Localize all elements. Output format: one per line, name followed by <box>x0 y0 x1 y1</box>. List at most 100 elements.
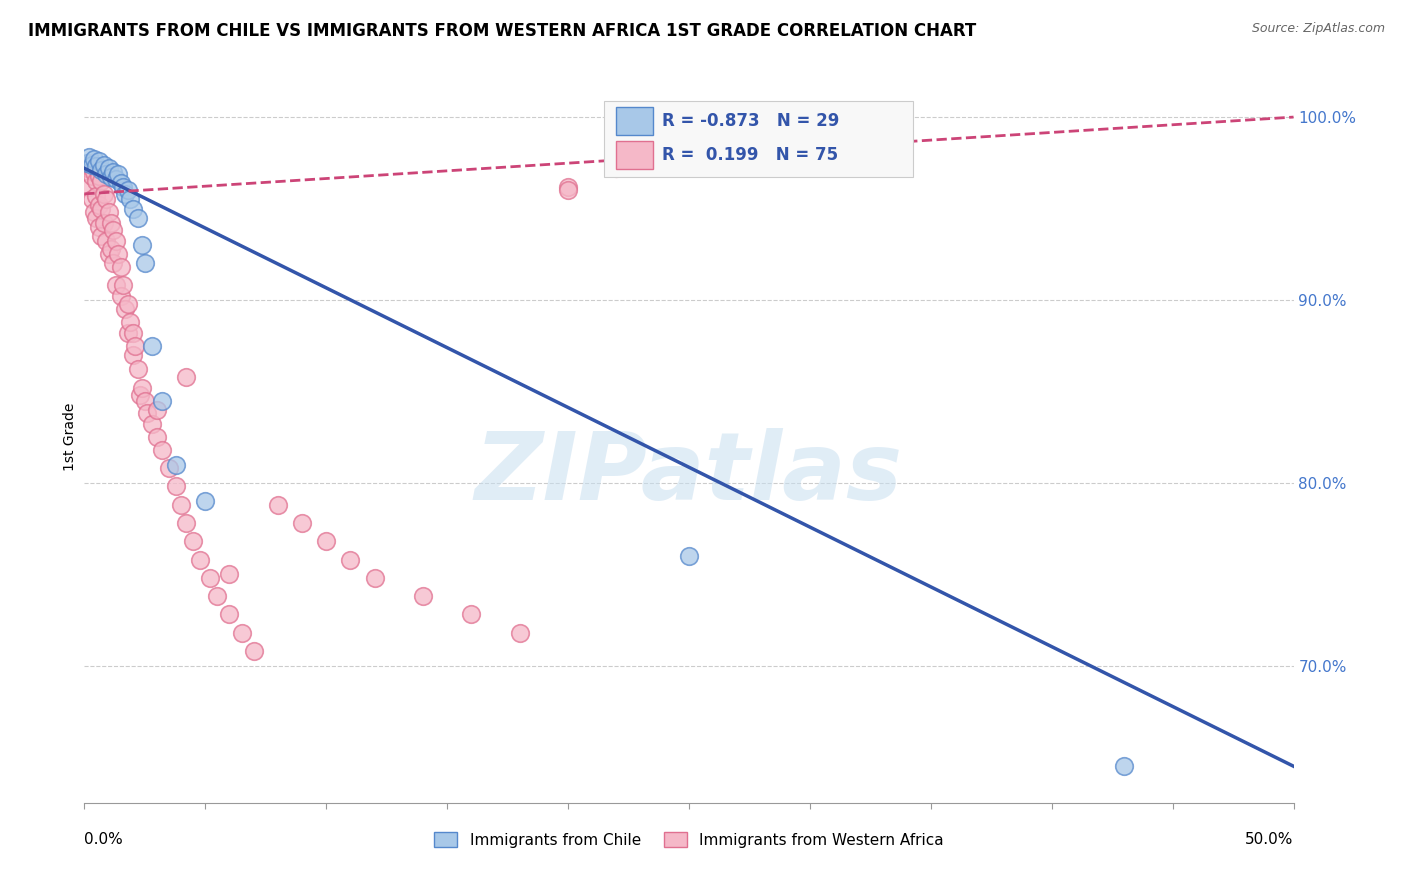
Point <box>198 571 221 585</box>
Point <box>141 338 163 352</box>
Point <box>93 186 115 201</box>
Point <box>103 165 125 179</box>
Point <box>131 381 153 395</box>
Point <box>76 161 98 176</box>
Point <box>110 289 132 303</box>
Text: 0.0%: 0.0% <box>84 832 124 847</box>
Point <box>80 158 103 172</box>
Point <box>86 160 108 174</box>
Point <box>87 153 110 168</box>
Point <box>77 179 100 194</box>
Point <box>90 228 112 243</box>
Point <box>174 369 197 384</box>
Point <box>94 192 117 206</box>
Point <box>104 172 127 186</box>
Point <box>605 161 627 176</box>
Point <box>103 256 125 270</box>
Text: ZIPatlas: ZIPatlas <box>475 427 903 520</box>
Text: 50.0%: 50.0% <box>1246 832 1294 847</box>
Point <box>94 235 117 249</box>
Point <box>87 198 110 212</box>
Point <box>117 183 139 197</box>
FancyBboxPatch shape <box>605 101 912 178</box>
Point <box>117 326 139 340</box>
Point <box>121 202 143 216</box>
Point <box>107 247 129 261</box>
Point <box>83 152 105 166</box>
Point <box>557 183 579 197</box>
Point <box>112 278 135 293</box>
Point <box>218 607 240 622</box>
Point <box>90 202 112 216</box>
Point <box>134 393 156 408</box>
Point <box>97 161 120 176</box>
Point <box>76 155 98 169</box>
Point <box>157 461 180 475</box>
Point <box>412 589 434 603</box>
Point <box>104 235 127 249</box>
Point <box>1114 759 1136 773</box>
Point <box>86 211 108 225</box>
Y-axis label: 1st Grade: 1st Grade <box>63 403 77 471</box>
Point <box>120 192 142 206</box>
Point <box>509 625 531 640</box>
Point <box>136 406 159 420</box>
Point <box>181 534 204 549</box>
Point <box>93 216 115 230</box>
Point <box>678 150 700 164</box>
Point <box>129 388 152 402</box>
Point <box>131 238 153 252</box>
Text: IMMIGRANTS FROM CHILE VS IMMIGRANTS FROM WESTERN AFRICA 1ST GRADE CORRELATION CH: IMMIGRANTS FROM CHILE VS IMMIGRANTS FROM… <box>28 22 976 40</box>
Point <box>751 137 773 152</box>
Point <box>150 442 173 457</box>
Point <box>112 179 135 194</box>
Text: Source: ZipAtlas.com: Source: ZipAtlas.com <box>1251 22 1385 36</box>
FancyBboxPatch shape <box>616 141 652 169</box>
Point <box>83 205 105 219</box>
Point <box>174 516 197 530</box>
Point <box>100 170 122 185</box>
Point <box>87 219 110 234</box>
Point <box>291 516 314 530</box>
Point <box>90 163 112 178</box>
Point <box>124 338 146 352</box>
Point <box>90 174 112 188</box>
Point <box>94 167 117 181</box>
Point <box>110 260 132 274</box>
Point <box>460 607 482 622</box>
Point <box>87 169 110 183</box>
Point <box>207 589 229 603</box>
Point <box>103 223 125 237</box>
Point <box>165 458 187 472</box>
Point <box>267 498 290 512</box>
Point <box>557 179 579 194</box>
Point <box>146 402 169 417</box>
Text: R = -0.873   N = 29: R = -0.873 N = 29 <box>662 112 839 130</box>
Legend: Immigrants from Chile, Immigrants from Western Africa: Immigrants from Chile, Immigrants from W… <box>429 825 949 854</box>
Point <box>218 567 240 582</box>
Point <box>127 211 149 225</box>
Point <box>86 188 108 202</box>
Point <box>134 256 156 270</box>
Point <box>363 571 385 585</box>
Point <box>80 169 103 183</box>
Point <box>100 242 122 256</box>
Point <box>170 498 193 512</box>
Point <box>80 192 103 206</box>
Point <box>97 205 120 219</box>
Point <box>107 167 129 181</box>
Point <box>231 625 253 640</box>
Point <box>110 176 132 190</box>
Point <box>165 479 187 493</box>
Point <box>339 552 361 566</box>
Point <box>315 534 337 549</box>
Point <box>194 494 217 508</box>
Point <box>150 393 173 408</box>
Point <box>117 296 139 310</box>
Point <box>121 326 143 340</box>
Point <box>104 278 127 293</box>
Point <box>77 150 100 164</box>
Point <box>121 348 143 362</box>
Point <box>678 549 700 563</box>
Point <box>77 155 100 169</box>
